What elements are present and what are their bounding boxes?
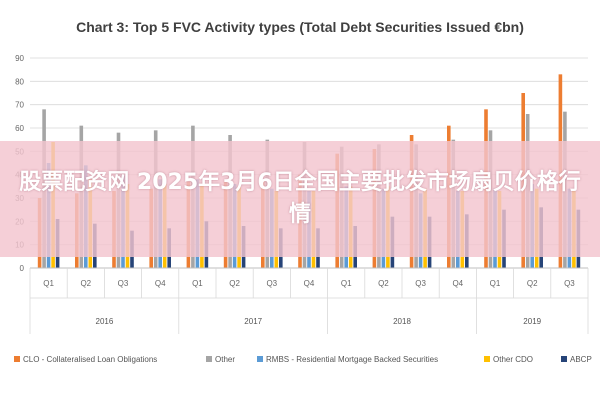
x-tick-label: Q3 [564,279,575,288]
y-tick-label: 60 [15,124,24,133]
legend-label: Other CDO [493,355,533,364]
legend-swatch [257,356,263,362]
legend-swatch [206,356,212,362]
legend-swatch [561,356,567,362]
x-tick-label: Q1 [192,279,203,288]
x-tick-label: Q3 [415,279,426,288]
year-label: 2017 [244,317,262,326]
x-tick-label: Q1 [43,279,54,288]
y-tick-label: 80 [15,77,24,86]
watermark-text: 股票配资网 2025年3月6日全国主要批发市场扇贝价格行情 [19,170,581,227]
year-label: 2019 [523,317,541,326]
x-tick-label: Q4 [452,279,463,288]
x-tick-label: Q1 [490,279,501,288]
y-tick-label: 0 [20,264,25,273]
x-tick-label: Q4 [304,279,315,288]
x-axis: Q1 Q2 Q3 Q4 Q1 Q2 Q3 Q4 Q1 Q2 Q3 Q4 Q1 Q2 Q3 2016 2017 20… [29,267,589,334]
y-tick-label: 70 [15,101,24,110]
year-label: 2016 [96,317,114,326]
x-tick-label: Q2 [80,279,91,288]
x-tick-label: Q2 [229,279,240,288]
legend-swatch [14,356,20,362]
x-tick-label: Q2 [378,279,389,288]
x-tick-label: Q2 [527,279,538,288]
legend-label: CLO - Collateralised Loan Obligations [23,355,157,364]
legend-swatch [484,356,490,362]
x-tick-label: Q1 [341,279,352,288]
legend-label: RMBS - Residential Mortgage Backed Secur… [266,355,438,364]
legend: CLO - Collateralised Loan Obligations Oth… [14,355,592,364]
chart-title: Chart 3: Top 5 FVC Activity types (Total… [76,19,524,35]
x-tick-label: Q3 [266,279,277,288]
legend-label: ABCP [570,355,592,364]
legend-label: Other [215,355,235,364]
y-tick-label: 90 [15,54,24,63]
year-label: 2018 [393,317,411,326]
x-tick-label: Q4 [155,279,166,288]
watermark-banner: 股票配资网 2025年3月6日全国主要批发市场扇贝价格行情 [0,141,600,257]
x-tick-label: Q3 [118,279,129,288]
